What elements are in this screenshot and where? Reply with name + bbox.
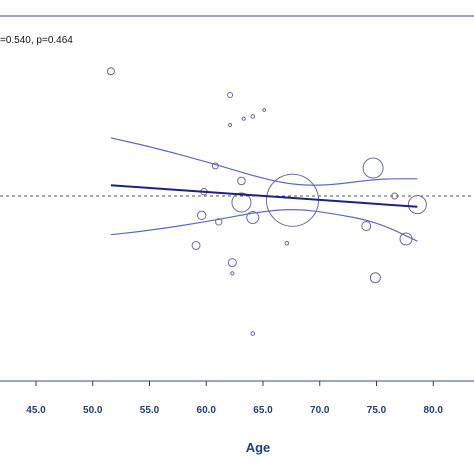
study-bubble xyxy=(197,210,207,221)
study-bubble xyxy=(246,211,260,224)
study-bubble xyxy=(237,176,246,186)
study-bubble xyxy=(391,192,399,200)
study-bubble xyxy=(284,241,290,246)
study-bubble xyxy=(106,67,115,76)
x-tick-label: 45.0 xyxy=(26,405,46,416)
regression-line xyxy=(110,184,418,208)
x-tick-label: 70.0 xyxy=(310,405,330,416)
study-bubble xyxy=(191,240,201,250)
study-bubble xyxy=(407,195,427,215)
regression-fit xyxy=(110,184,418,208)
ci-lower-curve xyxy=(110,209,418,242)
study-bubble xyxy=(399,232,413,246)
study-bubble xyxy=(369,272,381,284)
study-bubble xyxy=(250,331,256,336)
x-tick-label: 60.0 xyxy=(197,405,217,416)
study-bubbles xyxy=(106,67,427,336)
study-bubble xyxy=(230,271,235,276)
study-bubble xyxy=(241,116,246,121)
study-bubble xyxy=(266,173,320,227)
study-bubble xyxy=(228,123,233,128)
x-tick-label: 55.0 xyxy=(140,405,160,416)
plot-frame xyxy=(0,15,474,382)
confidence-band xyxy=(110,137,418,242)
study-bubble xyxy=(361,221,372,232)
x-tick-label: 75.0 xyxy=(367,405,387,416)
x-tick-label: 50.0 xyxy=(83,405,103,416)
study-bubble xyxy=(227,91,234,98)
study-bubble xyxy=(362,157,384,179)
x-axis-ticks: 45.0 50.0 55.0 60.0 65.0 70.0 75.0 80.0 xyxy=(26,381,443,416)
study-bubble xyxy=(211,162,219,170)
study-bubble xyxy=(250,114,256,119)
study-bubble xyxy=(262,108,267,112)
study-bubble xyxy=(231,192,252,213)
study-bubble xyxy=(215,218,223,226)
statistic-annotation: =0.540, p=0.464 xyxy=(0,35,73,46)
x-tick-label: 65.0 xyxy=(253,405,273,416)
ci-upper-curve xyxy=(110,137,418,186)
study-bubble xyxy=(227,258,237,268)
x-axis-title: Age xyxy=(246,440,271,455)
x-tick-label: 80.0 xyxy=(424,405,444,416)
